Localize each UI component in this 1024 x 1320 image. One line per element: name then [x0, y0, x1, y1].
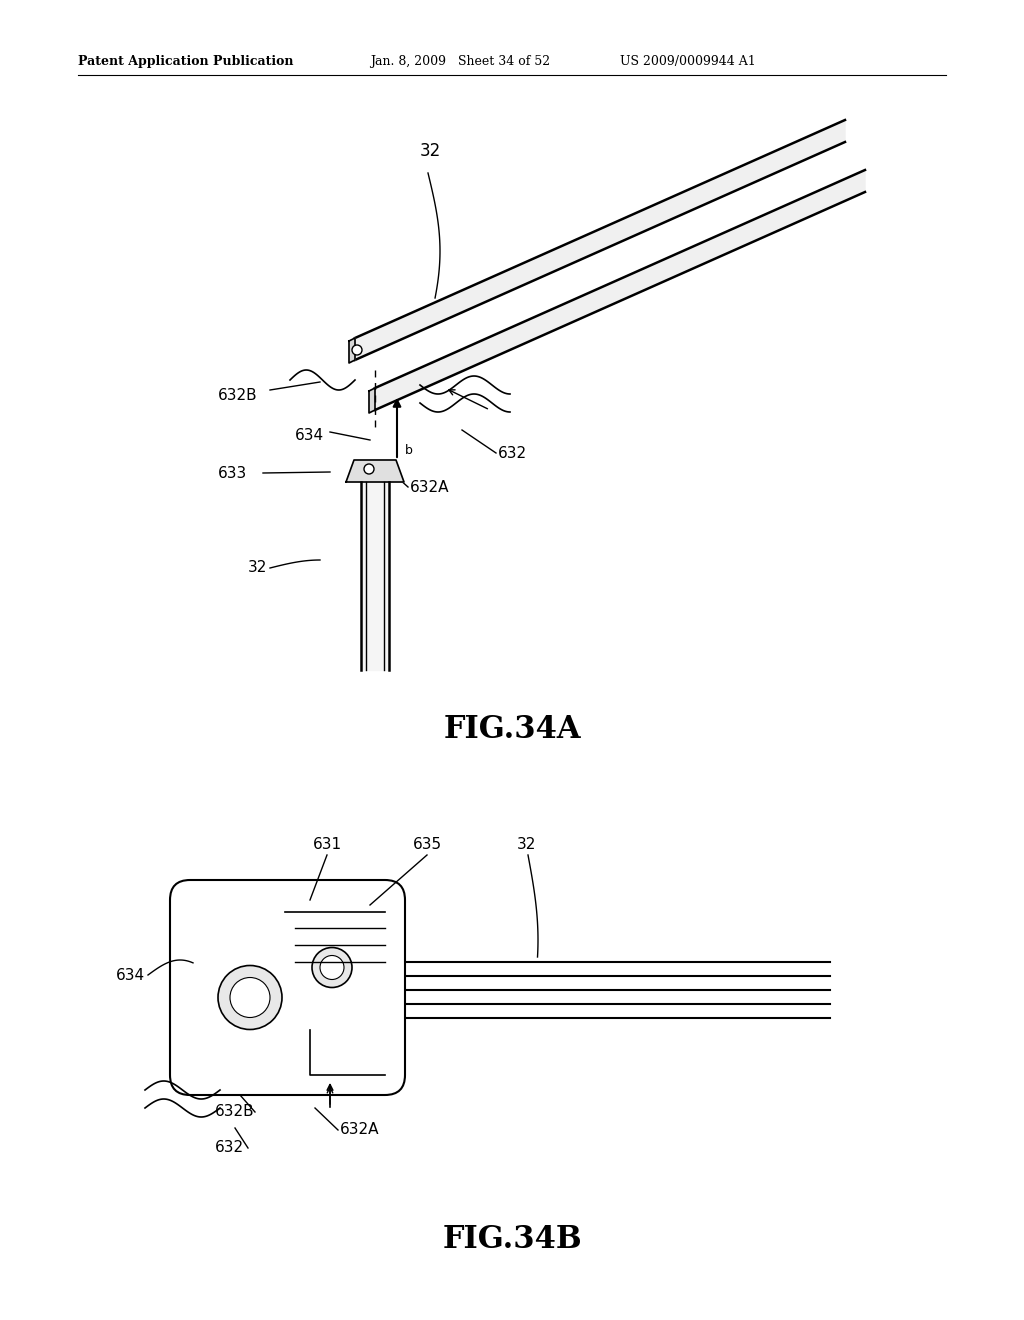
Circle shape [230, 978, 270, 1018]
FancyBboxPatch shape [170, 880, 406, 1096]
Text: 32: 32 [420, 143, 440, 160]
Text: 32: 32 [248, 561, 267, 576]
Text: 631: 631 [312, 837, 342, 851]
Text: 632B: 632B [218, 388, 258, 403]
Circle shape [312, 948, 352, 987]
Text: 635: 635 [413, 837, 441, 851]
Polygon shape [369, 388, 375, 413]
Text: 633: 633 [218, 466, 247, 480]
Text: 632: 632 [215, 1140, 244, 1155]
Text: 32: 32 [517, 837, 537, 851]
Polygon shape [346, 459, 404, 482]
Circle shape [352, 345, 362, 355]
Text: 632B: 632B [215, 1105, 255, 1119]
Text: 634: 634 [116, 968, 145, 982]
Text: 632A: 632A [410, 479, 450, 495]
Circle shape [218, 965, 282, 1030]
Circle shape [319, 956, 344, 979]
Text: 634: 634 [295, 428, 325, 442]
Text: 632A: 632A [340, 1122, 380, 1138]
Text: Jan. 8, 2009   Sheet 34 of 52: Jan. 8, 2009 Sheet 34 of 52 [370, 55, 550, 69]
Text: 632: 632 [498, 446, 527, 461]
Text: b: b [406, 444, 413, 457]
Polygon shape [355, 120, 845, 360]
Polygon shape [349, 338, 355, 363]
Polygon shape [361, 482, 389, 671]
Text: FIG.34B: FIG.34B [442, 1225, 582, 1255]
Text: FIG.34A: FIG.34A [443, 714, 581, 746]
Text: US 2009/0009944 A1: US 2009/0009944 A1 [620, 55, 756, 69]
Polygon shape [375, 170, 865, 411]
Circle shape [364, 465, 374, 474]
Text: Patent Application Publication: Patent Application Publication [78, 55, 294, 69]
